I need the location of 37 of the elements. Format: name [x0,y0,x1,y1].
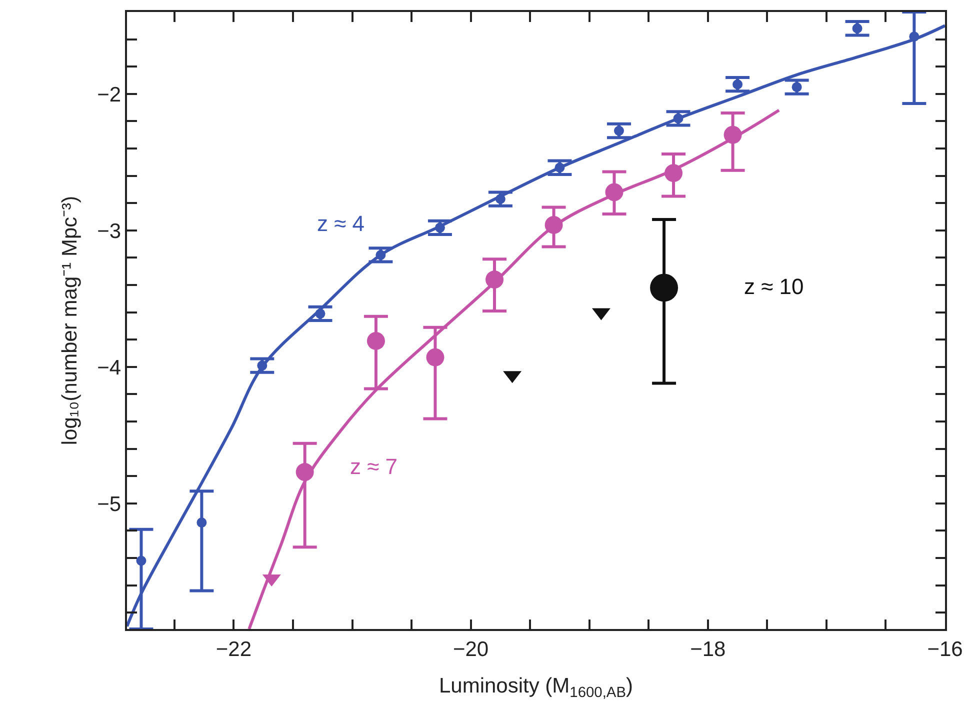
point [664,164,683,182]
x-tick-label: −20 [452,638,489,661]
point [196,518,207,528]
point [366,332,385,350]
point [673,113,684,124]
point [792,82,802,92]
annotation: z ≈ 4 [317,211,365,236]
point [486,270,504,289]
point [426,348,444,366]
point [732,79,743,90]
point [296,463,314,482]
point [909,32,920,42]
point [544,216,563,234]
x-tick-label: −22 [216,638,252,661]
point [650,274,678,302]
point [605,183,624,202]
line-series [248,108,781,629]
y-tick-label: −4 [97,356,122,380]
x-axis-title: Luminosity (M$_{1600,AB}$) [438,674,634,702]
y-tick-label: −2 [97,83,122,106]
point [136,556,146,566]
point [315,308,326,319]
y-axis-title: log₁₀(number mag⁻¹ Mpc⁻³) [58,196,82,446]
y-tick-label: −3 [97,220,122,243]
point [434,222,445,233]
x-tick-label: −16 [927,638,963,661]
x-tick-label: −18 [690,638,726,661]
point [376,250,386,260]
y-tick-label: −5 [97,492,122,516]
point [554,162,565,173]
annotation: z ≈ 7 [350,454,398,479]
annotation: z ≈ 10 [744,274,804,299]
point [852,23,862,34]
point [257,360,268,371]
point [614,126,624,136]
point [724,126,742,144]
point [495,194,506,204]
